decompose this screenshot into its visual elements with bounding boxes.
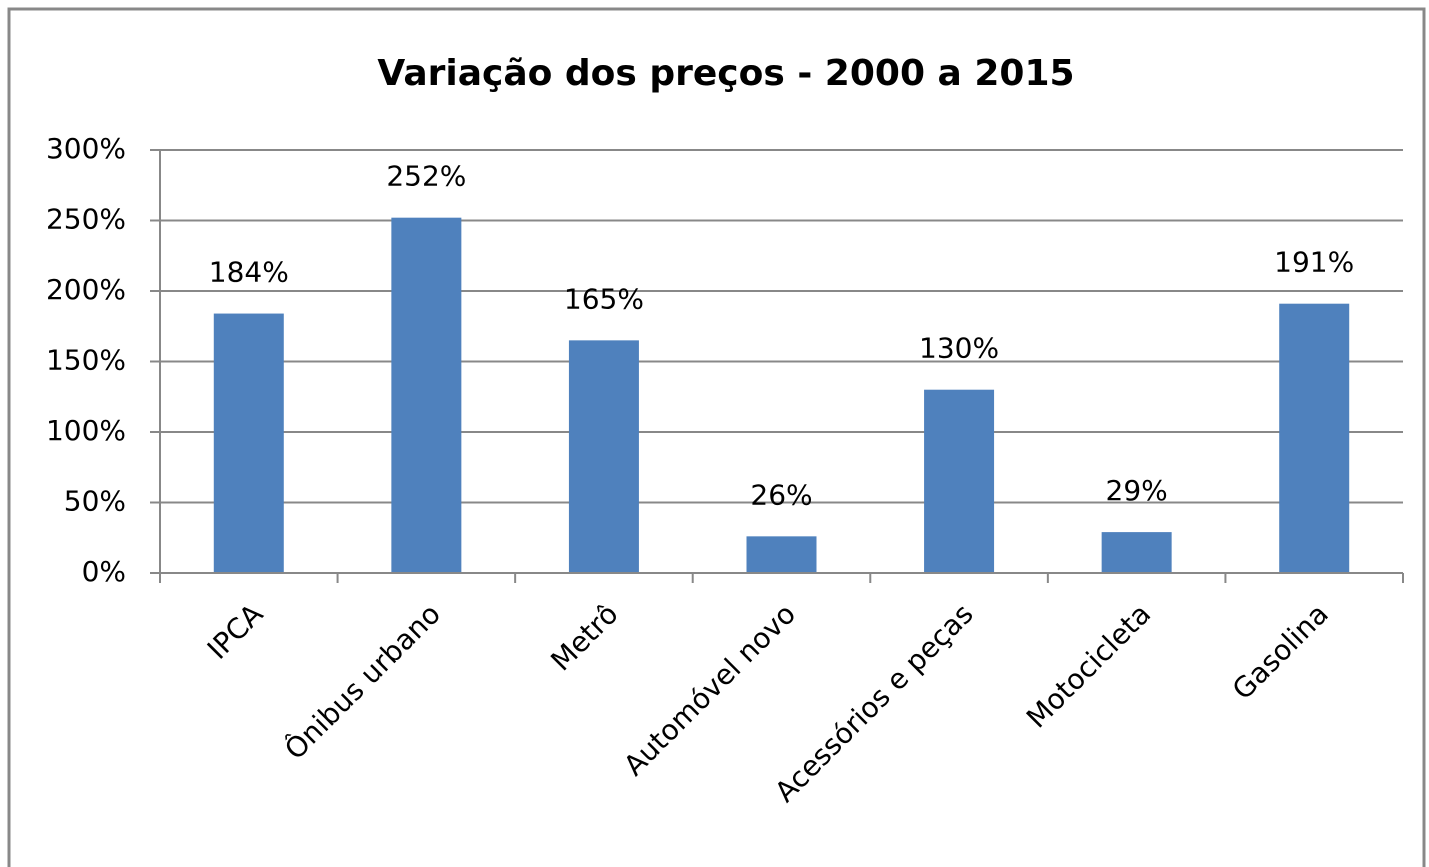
bar — [213, 313, 284, 573]
bar — [746, 536, 817, 573]
y-tick-label: 0% — [82, 555, 126, 588]
bar — [391, 217, 462, 573]
y-tick-label: 200% — [46, 273, 126, 306]
data-label: 191% — [1274, 246, 1354, 279]
y-tick-label: 100% — [46, 414, 126, 447]
chart-title: Variação dos preços - 2000 a 2015 — [377, 53, 1074, 94]
data-label: 165% — [564, 282, 644, 315]
y-tick-label: 150% — [46, 344, 126, 377]
data-label: 29% — [1106, 474, 1168, 507]
bar — [1101, 532, 1172, 573]
bar — [1279, 303, 1350, 573]
data-label: 252% — [386, 160, 466, 193]
data-label: 130% — [919, 332, 999, 365]
y-tick-label: 50% — [64, 485, 126, 518]
y-tick-label: 300% — [46, 132, 126, 165]
y-tick-label: 250% — [46, 203, 126, 236]
bar — [924, 389, 995, 573]
data-label: 184% — [209, 256, 289, 289]
data-label: 26% — [750, 478, 812, 511]
bar — [568, 340, 639, 573]
